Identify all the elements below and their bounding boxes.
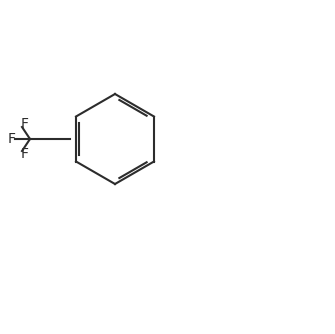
Text: F: F — [21, 147, 29, 161]
Text: F: F — [8, 132, 16, 146]
Text: F: F — [21, 117, 29, 131]
